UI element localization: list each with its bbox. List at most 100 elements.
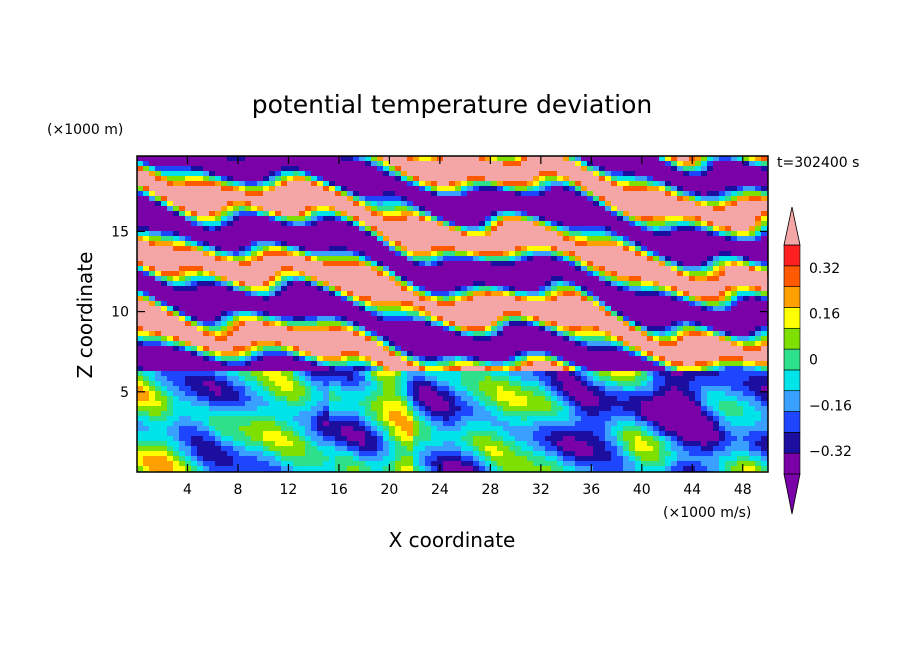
field-cell (713, 176, 720, 182)
field-cell (617, 261, 624, 267)
field-cell (527, 266, 534, 272)
field-cell (749, 276, 756, 282)
field-cell (263, 246, 270, 252)
field-cell (137, 286, 144, 292)
field-cell (419, 206, 426, 212)
field-cell (473, 301, 480, 307)
field-cell (215, 281, 222, 287)
field-cell (203, 246, 210, 252)
field-cell (569, 226, 576, 232)
field-cell (359, 216, 366, 222)
field-cell (749, 316, 756, 322)
field-cell (557, 381, 564, 387)
field-cell (755, 356, 762, 362)
field-cell (425, 226, 432, 232)
field-cell (287, 216, 294, 222)
field-cell (317, 386, 324, 392)
field-cell (251, 176, 258, 182)
field-cell (629, 271, 636, 277)
field-cell (317, 366, 324, 372)
field-cell (755, 186, 762, 192)
field-cell (233, 191, 240, 197)
field-cell (257, 276, 264, 282)
field-cell (545, 271, 552, 277)
field-cell (521, 321, 528, 327)
field-cell (245, 161, 252, 167)
field-cell (575, 281, 582, 287)
field-cell (461, 361, 468, 367)
field-cell (221, 356, 228, 362)
field-cell (245, 176, 252, 182)
field-cell (677, 231, 684, 237)
field-cell (485, 361, 492, 367)
field-cell (281, 381, 288, 387)
field-cell (173, 361, 180, 367)
field-cell (251, 186, 258, 192)
field-cell (719, 231, 726, 237)
field-cell (401, 251, 408, 257)
field-cell (395, 196, 402, 202)
field-cell (155, 186, 162, 192)
field-cell (299, 366, 306, 372)
field-cell (167, 346, 174, 352)
field-cell (161, 266, 168, 272)
field-cell (233, 236, 240, 242)
field-cell (539, 171, 546, 177)
field-cell (695, 241, 702, 247)
field-cell (161, 326, 168, 332)
field-cell (587, 351, 594, 357)
field-cell (659, 236, 666, 242)
field-cell (587, 156, 594, 162)
field-cell (665, 381, 672, 387)
field-cell (395, 271, 402, 277)
field-cell (299, 341, 306, 347)
field-cell (719, 156, 726, 162)
field-cell (407, 191, 414, 197)
field-cell (239, 331, 246, 337)
field-cell (215, 256, 222, 262)
field-cell (749, 206, 756, 212)
field-cell (605, 221, 612, 227)
field-cell (167, 311, 174, 317)
field-cell (185, 321, 192, 327)
field-cell (251, 166, 258, 172)
field-cell (653, 276, 660, 282)
field-cell (689, 206, 696, 212)
field-cell (227, 191, 234, 197)
field-cell (659, 206, 666, 212)
field-cell (269, 181, 276, 187)
field-cell (263, 196, 270, 202)
field-cell (755, 196, 762, 202)
field-cell (233, 386, 240, 392)
field-cell (479, 386, 486, 392)
field-cell (347, 366, 354, 372)
field-cell (431, 276, 438, 282)
field-cell (227, 341, 234, 347)
field-cell (371, 166, 378, 172)
field-cell (455, 376, 462, 382)
field-cell (203, 181, 210, 187)
field-cell (557, 306, 564, 312)
field-cell (461, 341, 468, 347)
field-cell (257, 331, 264, 337)
field-cell (407, 261, 414, 267)
field-cell (563, 216, 570, 222)
field-cell (437, 231, 444, 237)
field-cell (503, 341, 510, 347)
field-cell (287, 341, 294, 347)
field-cell (713, 181, 720, 187)
field-cell (335, 311, 342, 317)
field-cell (479, 311, 486, 317)
field-cell (431, 216, 438, 222)
field-cell (455, 171, 462, 177)
field-cell (563, 201, 570, 207)
field-cell (545, 331, 552, 337)
field-cell (431, 191, 438, 197)
field-cell (215, 266, 222, 272)
field-cell (431, 336, 438, 342)
field-cell (743, 341, 750, 347)
field-cell (671, 376, 678, 382)
field-cell (371, 376, 378, 382)
field-cell (713, 291, 720, 297)
field-cell (461, 336, 468, 342)
